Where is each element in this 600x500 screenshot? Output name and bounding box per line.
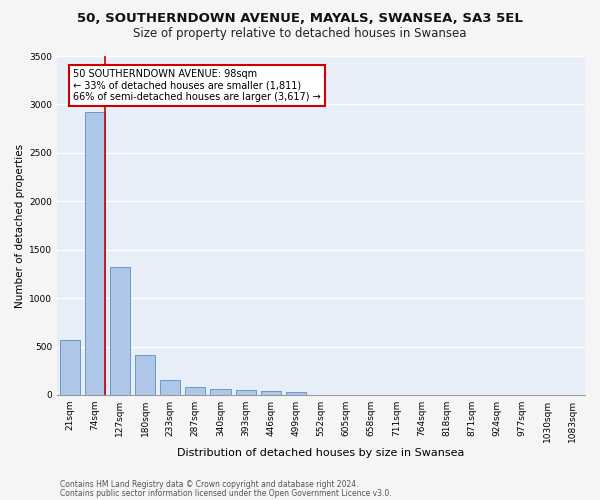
Bar — [135, 356, 155, 395]
Y-axis label: Number of detached properties: Number of detached properties — [15, 144, 25, 308]
Bar — [110, 267, 130, 395]
Text: Contains HM Land Registry data © Crown copyright and database right 2024.: Contains HM Land Registry data © Crown c… — [60, 480, 359, 489]
Bar — [185, 387, 205, 395]
Text: Contains public sector information licensed under the Open Government Licence v3: Contains public sector information licen… — [60, 488, 392, 498]
Bar — [286, 392, 306, 395]
Bar — [59, 340, 80, 395]
Bar — [211, 389, 230, 395]
Bar — [85, 112, 105, 395]
Bar — [260, 390, 281, 395]
Text: 50, SOUTHERNDOWN AVENUE, MAYALS, SWANSEA, SA3 5EL: 50, SOUTHERNDOWN AVENUE, MAYALS, SWANSEA… — [77, 12, 523, 26]
Bar — [236, 390, 256, 395]
Bar — [160, 380, 180, 395]
Text: Size of property relative to detached houses in Swansea: Size of property relative to detached ho… — [133, 28, 467, 40]
X-axis label: Distribution of detached houses by size in Swansea: Distribution of detached houses by size … — [178, 448, 465, 458]
Text: 50 SOUTHERNDOWN AVENUE: 98sqm
← 33% of detached houses are smaller (1,811)
66% o: 50 SOUTHERNDOWN AVENUE: 98sqm ← 33% of d… — [73, 68, 320, 102]
